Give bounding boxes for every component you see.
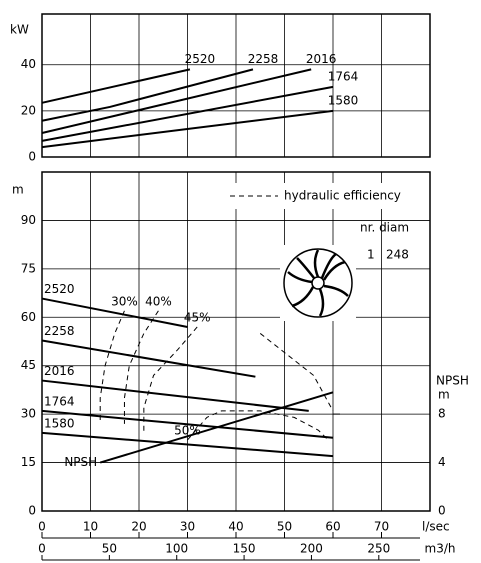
series-label: 2520: [185, 52, 216, 66]
x-tick-label: 20: [131, 520, 146, 534]
x-tick-label: 70: [374, 520, 389, 534]
x2-tick-label: 0: [38, 542, 46, 556]
efficiency-curve: [124, 311, 158, 424]
y2-tick-label: 0: [438, 504, 446, 518]
y2-unit: m: [438, 388, 450, 402]
y2-tick-label: 4: [438, 455, 446, 469]
efficiency-label: 30%: [111, 294, 138, 308]
efficiency-curve: [144, 327, 333, 434]
y-tick-label: 90: [21, 213, 36, 227]
y-tick-label: 40: [21, 57, 36, 71]
series-label: 2016: [306, 52, 337, 66]
x-tick-label: 30: [180, 520, 195, 534]
y-tick-label: 0: [28, 150, 36, 164]
efficiency-label: 40%: [145, 294, 172, 308]
series-line: [42, 381, 309, 411]
y-tick-label: 15: [21, 455, 36, 469]
series-label: 2016: [44, 364, 75, 378]
x-tick-label: 0: [38, 520, 46, 534]
legend-label: hydraulic efficiency: [284, 189, 401, 203]
series-label: 2258: [44, 324, 75, 338]
x-unit: l/sec: [422, 520, 450, 534]
chart: kW m NPSH m l/sec m3/h hydraulic efficie…: [0, 0, 481, 563]
impeller-icon: [280, 245, 356, 321]
y2-tick-label: 8: [438, 407, 446, 421]
impeller-header: nr. diam: [360, 221, 409, 235]
x2-tick-label: 250: [367, 542, 390, 556]
x2-tick-label: 50: [102, 542, 117, 556]
series-line: [100, 392, 333, 462]
efficiency-label: 45%: [184, 310, 211, 324]
x2-unit: m3/h: [425, 542, 456, 556]
y-tick-label: 45: [21, 358, 36, 372]
x2-tick-label: 100: [165, 542, 188, 556]
y-tick-label: 60: [21, 310, 36, 324]
x-tick-label: 60: [325, 520, 340, 534]
x-tick-label: 50: [277, 520, 292, 534]
y-label: kW: [10, 23, 29, 37]
efficiency-curve: [100, 311, 124, 424]
series-label: 2258: [248, 52, 279, 66]
y-tick-label: 75: [21, 261, 36, 275]
series-label: NPSH: [64, 455, 97, 469]
y-tick-label: 0: [28, 504, 36, 518]
series-line: [42, 69, 190, 102]
x2-tick-label: 150: [233, 542, 256, 556]
x-tick-label: 40: [228, 520, 243, 534]
y2-label: NPSH: [436, 374, 469, 388]
impeller-diam: 248: [386, 248, 409, 262]
series-label: 1764: [328, 69, 359, 83]
y-tick-label: 30: [21, 407, 36, 421]
series-label: 1580: [44, 416, 75, 430]
x-tick-label: 10: [83, 520, 98, 534]
series-label: 1580: [328, 93, 359, 107]
series-line: [42, 69, 311, 133]
y-label: m: [12, 183, 24, 197]
x2-tick-label: 200: [300, 542, 323, 556]
series-label: 1764: [44, 394, 75, 408]
impeller-nr: 1: [367, 248, 375, 262]
series-label: 2520: [44, 282, 75, 296]
y-tick-label: 20: [21, 103, 36, 117]
